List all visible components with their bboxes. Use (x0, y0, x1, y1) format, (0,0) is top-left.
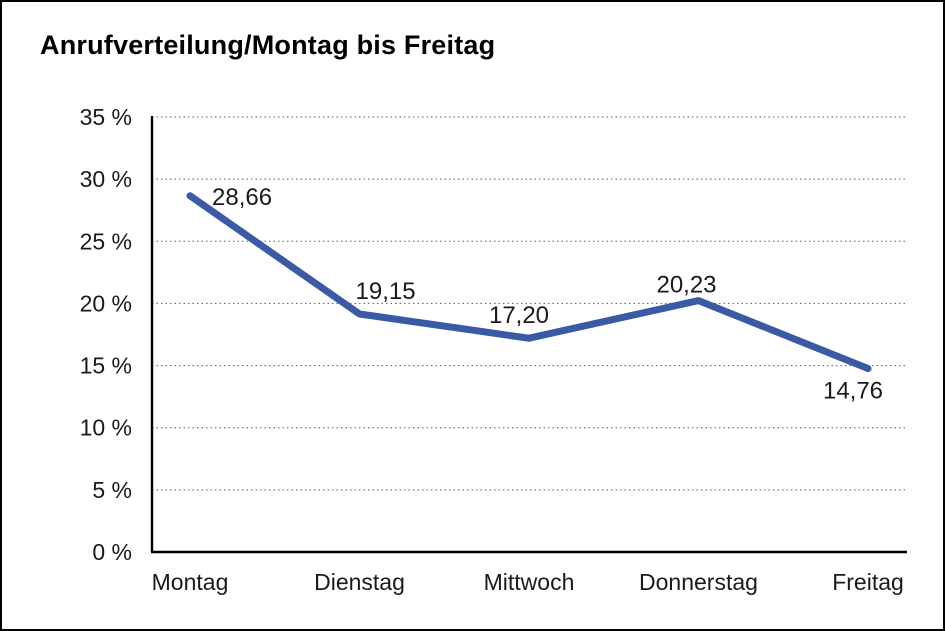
y-tick-label: 10 % (80, 415, 132, 441)
x-category-label: Montag (152, 569, 229, 595)
y-tick-label: 15 % (80, 353, 132, 379)
y-tick-label: 20 % (80, 290, 132, 316)
y-tick-label: 30 % (80, 166, 132, 192)
x-category-label: Donnerstag (639, 569, 758, 595)
chart-title: Anrufverteilung/Montag bis Freitag (40, 30, 496, 60)
data-point-label: 17,20 (489, 302, 549, 329)
y-tick-label: 35 % (80, 104, 132, 130)
y-tick-label: 5 % (92, 477, 132, 503)
y-tick-label: 0 % (92, 539, 132, 565)
x-category-label: Mittwoch (484, 569, 575, 595)
x-category-label: Dienstag (314, 569, 405, 595)
data-point-label: 20,23 (656, 272, 716, 299)
x-category-label: Freitag (832, 569, 904, 595)
data-line (186, 192, 872, 373)
y-tick-label: 25 % (80, 228, 132, 254)
data-point-label: 28,66 (212, 184, 272, 211)
data-point-label: 19,15 (356, 278, 416, 305)
data-point-label: 14,76 (823, 378, 883, 405)
